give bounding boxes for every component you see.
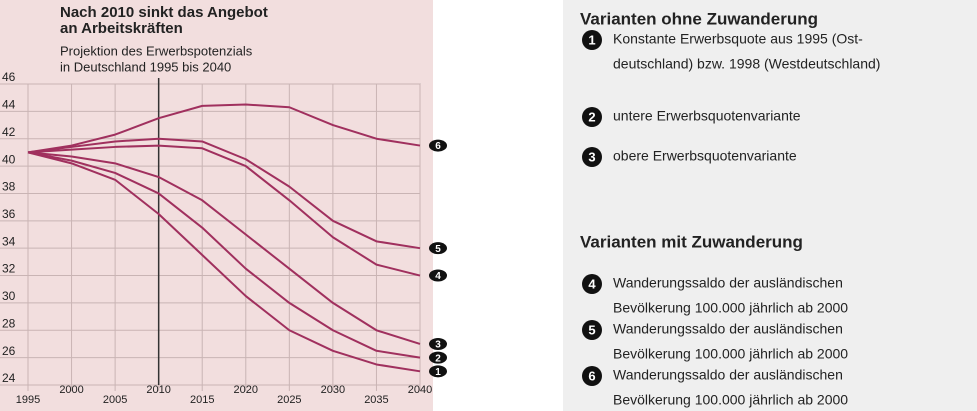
number-badge: [582, 366, 602, 386]
legend-text: deutschland) bzw. 1998 (Westdeutschland): [613, 56, 880, 72]
x-tick-label: 2040: [408, 384, 432, 396]
series-line: [27, 103, 421, 154]
x-tick-label: 2025: [277, 394, 301, 406]
y-tick-label: 46: [2, 70, 16, 84]
y-tick-label: 32: [2, 262, 16, 276]
legend-text: Konstante Erwerbsquote aus 1995 (Ost-: [613, 31, 863, 47]
series-line: [27, 137, 421, 250]
x-tick-label: 2030: [321, 384, 345, 396]
x-tick-label: 2015: [190, 394, 214, 406]
number-badge: [582, 147, 602, 167]
y-tick-label: 38: [2, 180, 16, 194]
legend-text: Wanderungssaldo der ausländischen: [613, 275, 843, 291]
legend-text: Bevölkerung 100.000 jährlich ab 2000: [613, 300, 848, 316]
legend-heading: Varianten ohne Zuwanderung: [580, 9, 818, 28]
series-marker: [429, 269, 447, 282]
number-badge: [582, 320, 602, 340]
series-line: [27, 151, 421, 373]
legend-text: Wanderungssaldo der ausländischen: [613, 367, 843, 383]
y-tick-label: 28: [2, 316, 16, 330]
series-line: [27, 151, 421, 359]
series-label: 6: [435, 141, 441, 152]
chart-subtitle: in Deutschland 1995 bis 2040: [60, 59, 231, 74]
series-marker: [429, 242, 447, 255]
chart-title: an Arbeitskräften: [60, 20, 183, 37]
series-marker: [429, 139, 447, 152]
legend-heading: Varianten mit Zuwanderung: [580, 232, 803, 251]
number-badge: [582, 274, 602, 294]
x-tick-label: 2005: [103, 394, 127, 406]
legend-text: Bevölkerung 100.000 jährlich ab 2000: [613, 346, 848, 362]
series-marker: [429, 351, 447, 364]
number-badge: [582, 107, 602, 127]
legend-text: obere Erwerbsquotenvariante: [613, 148, 797, 164]
series-label: 5: [435, 244, 441, 255]
number-badge-label: 2: [588, 109, 595, 124]
series-line: [27, 151, 421, 345]
x-tick-label: 2020: [234, 384, 258, 396]
series-label: 3: [435, 340, 441, 351]
y-tick-label: 24: [2, 371, 16, 385]
x-tick-label: 2010: [146, 384, 170, 396]
y-tick-label: 36: [2, 207, 16, 221]
number-badge: [582, 30, 602, 50]
number-badge-label: 3: [588, 149, 595, 164]
y-tick-label: 40: [2, 152, 16, 166]
series-marker: [429, 365, 447, 378]
number-badge-label: 6: [588, 368, 595, 383]
number-badge-label: 1: [588, 32, 595, 47]
number-badge-label: 4: [588, 276, 596, 291]
x-tick-label: 1995: [16, 394, 40, 406]
series-label: 4: [435, 271, 441, 282]
number-badge-label: 5: [588, 322, 595, 337]
y-tick-label: 42: [2, 125, 16, 139]
legend-background: [563, 0, 977, 411]
y-tick-label: 30: [2, 289, 16, 303]
legend-text: Bevölkerung 100.000 jährlich ab 2000: [613, 392, 848, 408]
series-marker: [429, 337, 447, 350]
chart-title: Nach 2010 sinkt das Angebot: [60, 4, 268, 21]
x-tick-label: 2035: [364, 394, 388, 406]
y-tick-label: 26: [2, 344, 16, 358]
y-tick-label: 44: [2, 98, 16, 112]
chart-subtitle: Projektion des Erwerbspotenzials: [60, 43, 253, 58]
legend-text: untere Erwerbsquotenvariante: [613, 108, 801, 124]
series-label: 1: [435, 367, 441, 378]
legend-text: Wanderungssaldo der ausländischen: [613, 321, 843, 337]
y-tick-label: 34: [2, 234, 16, 248]
x-tick-label: 2000: [59, 384, 83, 396]
series-label: 2: [435, 353, 441, 364]
series-line: [27, 144, 421, 277]
